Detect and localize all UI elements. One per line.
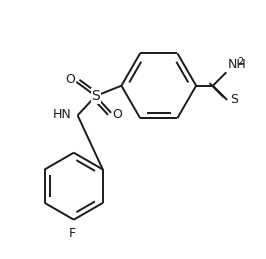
Text: O: O: [66, 73, 76, 86]
Text: S: S: [230, 93, 238, 106]
Text: 2: 2: [238, 57, 244, 67]
Text: F: F: [69, 227, 76, 240]
Text: S: S: [91, 89, 100, 103]
Text: NH: NH: [227, 58, 246, 71]
Text: HN: HN: [52, 107, 71, 120]
Text: O: O: [112, 108, 122, 121]
